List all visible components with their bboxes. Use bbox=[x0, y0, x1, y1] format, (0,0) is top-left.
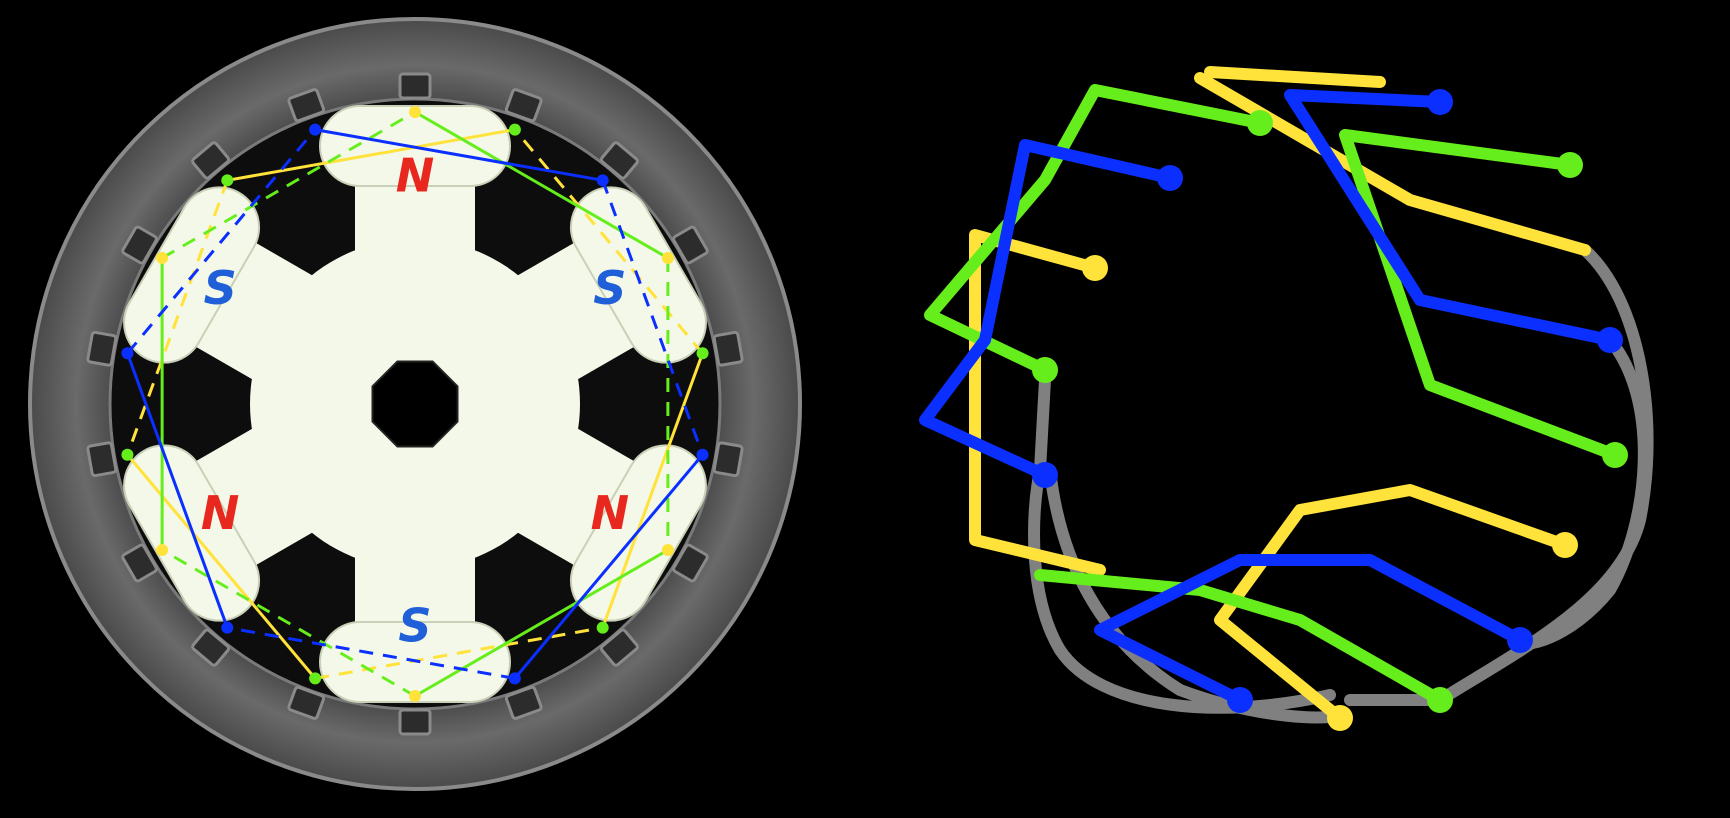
winding-wire bbox=[969, 66, 1591, 724]
stator-slot bbox=[86, 441, 118, 478]
winding-terminal bbox=[596, 174, 609, 187]
winding-terminal bbox=[121, 347, 134, 360]
winding-terminal bbox=[121, 448, 134, 461]
winding-end-terminal bbox=[1507, 627, 1533, 653]
pole-label-s: S bbox=[398, 599, 431, 653]
winding-link bbox=[161, 548, 416, 698]
winding-terminal bbox=[156, 252, 169, 264]
winding-link bbox=[513, 453, 704, 680]
winding-link bbox=[126, 179, 229, 456]
winding-end-terminal bbox=[1427, 687, 1453, 713]
winding-link bbox=[601, 352, 704, 629]
stator-slot bbox=[504, 685, 543, 720]
winding-terminal bbox=[661, 544, 674, 556]
winding-terminal bbox=[309, 123, 322, 136]
stator-slot bbox=[672, 225, 709, 265]
winding-terminal bbox=[661, 252, 674, 264]
winding-link bbox=[161, 110, 416, 260]
stator-slot bbox=[287, 685, 326, 720]
stator-slot bbox=[191, 628, 231, 667]
winding-link bbox=[414, 110, 669, 260]
winding-end-terminal bbox=[1602, 442, 1628, 468]
winding-terminal bbox=[409, 690, 421, 702]
winding-diagram bbox=[919, 66, 1654, 731]
pole-label-n: N bbox=[396, 149, 435, 203]
winding-terminal bbox=[596, 621, 609, 634]
winding-terminal bbox=[309, 672, 322, 685]
winding-wire bbox=[924, 84, 1621, 706]
winding-end-terminal bbox=[1082, 255, 1108, 281]
stator-slot bbox=[504, 88, 543, 123]
stator-slots bbox=[86, 72, 744, 736]
winding-link bbox=[227, 626, 516, 680]
winding-end-terminal bbox=[1427, 89, 1453, 115]
rotor-shaft-hole bbox=[371, 360, 459, 448]
winding-link bbox=[513, 128, 704, 355]
stator-slot bbox=[287, 88, 326, 123]
winding-end-terminal bbox=[1032, 462, 1058, 488]
stator-slot bbox=[121, 543, 158, 583]
winding-link bbox=[126, 128, 317, 355]
winding-link bbox=[126, 453, 317, 680]
winding-link bbox=[227, 128, 516, 182]
winding-end-terminal bbox=[1032, 357, 1058, 383]
winding-end-terminal bbox=[1557, 152, 1583, 178]
winding-wire bbox=[919, 89, 1616, 706]
winding-terminal bbox=[508, 672, 521, 685]
stator-slot bbox=[191, 141, 231, 180]
winding-terminal bbox=[696, 448, 709, 461]
stator-slot bbox=[672, 543, 709, 583]
stator-slot bbox=[712, 441, 744, 478]
stator-slot bbox=[599, 141, 639, 180]
pole-label-s: S bbox=[593, 261, 626, 315]
winding-wire bbox=[1044, 334, 1650, 724]
winding-link bbox=[126, 352, 229, 629]
winding-end-terminal bbox=[1247, 110, 1273, 136]
winding-link bbox=[314, 626, 603, 680]
winding-end-terminal bbox=[1552, 532, 1578, 558]
winding-terminal bbox=[156, 544, 169, 556]
winding-end-terminal bbox=[1597, 327, 1623, 353]
winding-link bbox=[414, 548, 669, 698]
pole-label-s: S bbox=[204, 261, 237, 315]
pole-labels: N S N S N S bbox=[201, 149, 629, 653]
stator-slot bbox=[121, 225, 158, 265]
winding-link bbox=[314, 128, 603, 182]
stator-slot bbox=[398, 708, 432, 736]
stator-slot bbox=[712, 330, 744, 367]
stator-slot bbox=[86, 330, 118, 367]
stator-windings bbox=[121, 106, 709, 702]
winding-terminal bbox=[221, 621, 234, 634]
stator-slot bbox=[398, 72, 432, 100]
winding-terminal bbox=[409, 106, 421, 118]
pole-label-n: N bbox=[201, 486, 240, 540]
stator-slot bbox=[599, 628, 639, 667]
winding-link bbox=[601, 179, 704, 456]
pole-label-n: N bbox=[591, 486, 630, 540]
winding-end-terminal bbox=[1327, 705, 1353, 731]
winding-terminal bbox=[508, 123, 521, 136]
motor-cross-section: N S N S N S bbox=[28, 17, 802, 791]
winding-end-terminal bbox=[1227, 687, 1253, 713]
winding-end-terminal bbox=[1157, 165, 1183, 191]
winding-terminal bbox=[221, 174, 234, 187]
winding-terminal bbox=[696, 347, 709, 360]
